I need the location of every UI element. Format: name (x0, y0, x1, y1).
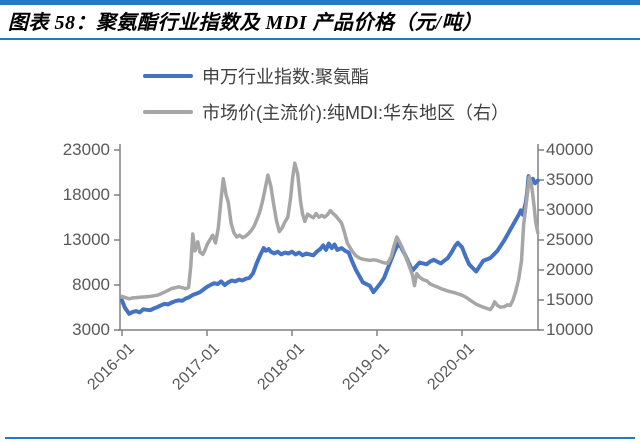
legend-label: 市场价(主流价):纯MDI:华东地区（右） (202, 103, 509, 123)
title-top-rule (0, 0, 640, 5)
legend-label: 申万行业指数:聚氨酯 (202, 67, 370, 87)
legend-line-swatch-blue (143, 74, 193, 78)
axis-tick-marks (114, 149, 544, 336)
right-axis-tick-label: 35000 (546, 170, 594, 189)
chart-title: 图表 58：聚氨酯行业指数及 MDI 产品价格（元/吨） (8, 12, 483, 34)
right-axis-tick-label: 20000 (546, 260, 594, 279)
left-axis-tick-label: 3000 (72, 320, 110, 339)
right-axis-tick-label: 30000 (546, 200, 594, 219)
right-axis-tick-label: 40000 (546, 140, 594, 159)
right-axis-tick-label: 15000 (546, 290, 594, 309)
legend: 申万行业指数:聚氨酯 市场价(主流价):纯MDI:华东地区（右） (143, 62, 509, 134)
legend-line-swatch-gray (143, 110, 193, 114)
left-axis-tick-label: 23000 (62, 140, 110, 159)
left-axis-tick-label: 18000 (62, 185, 110, 204)
left-axis-tick-label: 8000 (72, 275, 110, 294)
legend-item-industry-index: 申万行业指数:聚氨酯 (143, 62, 509, 90)
series-line-industry-index (120, 174, 540, 316)
figure-bottom-rule (5, 437, 635, 439)
left-axis-tick-label: 13000 (62, 230, 110, 249)
right-axis-tick-label: 10000 (546, 320, 594, 339)
legend-item-mdi-price: 市场价(主流价):纯MDI:华东地区（右） (143, 98, 509, 126)
series-line-mdi-price (120, 161, 540, 312)
title-bottom-rule (0, 38, 640, 40)
right-axis-tick-label: 25000 (546, 230, 594, 249)
